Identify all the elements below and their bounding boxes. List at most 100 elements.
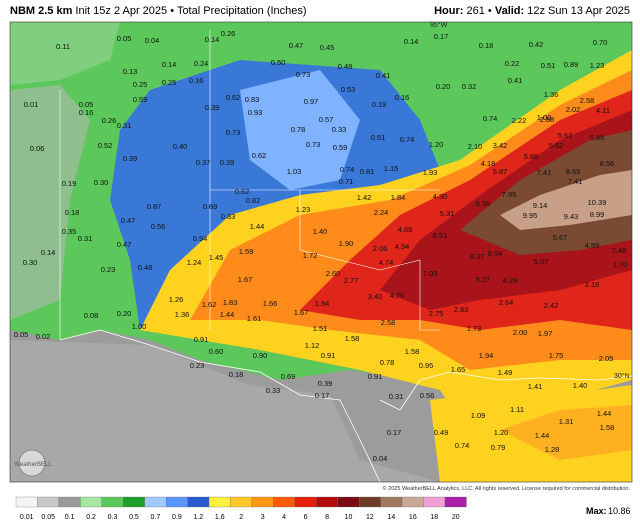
value-label: 1.66 (263, 299, 278, 308)
value-label: 0.95 (419, 361, 434, 370)
legend-swatch (144, 496, 167, 508)
value-label: 0.14 (162, 60, 177, 69)
legend-label: 0.3 (108, 514, 118, 521)
legend-swatch (58, 496, 81, 508)
value-label: 3.40 (368, 292, 383, 301)
value-label: 0.74 (340, 165, 355, 174)
value-label: 4.66 (398, 225, 413, 234)
value-label: 2.58 (381, 318, 396, 327)
value-label: 0.52 (98, 141, 113, 150)
value-label: 1.36 (544, 90, 559, 99)
value-label: 0.18 (229, 370, 244, 379)
value-label: 4.30 (433, 192, 448, 201)
value-label: 0.71 (339, 177, 354, 186)
value-label: 0.97 (304, 97, 319, 106)
value-label: 2.48 (612, 246, 627, 255)
coastline (379, 371, 632, 411)
value-label: 1.20 (494, 428, 509, 437)
value-label: 0.02 (36, 332, 51, 341)
value-label: 1.11 (510, 405, 524, 414)
value-label: 0.23 (190, 361, 205, 370)
value-label: 2.88 (540, 115, 555, 124)
value-label: 6.51 (433, 231, 448, 240)
value-label: 0.48 (138, 263, 153, 272)
value-label: 0.62 (252, 151, 267, 160)
value-label: 0.47 (121, 216, 136, 225)
value-label: 0.81 (360, 167, 375, 176)
value-label: 8.37 (470, 252, 485, 261)
value-label: 0.24 (194, 59, 209, 68)
legend-label: 0.05 (41, 514, 55, 521)
value-label: 0.83 (245, 95, 260, 104)
value-label: 4.94 (395, 242, 410, 251)
legend-label: 0.9 (172, 514, 182, 521)
value-label: 0.60 (209, 347, 224, 356)
value-label: 7.41 (568, 177, 583, 186)
value-labels: 0.110.05 0.04 0.140.260.47 0.450.140.170.18… (14, 29, 628, 463)
value-label: 1.70 (613, 260, 628, 269)
value-label: 1.67 (294, 308, 309, 317)
header-left: NBM 2.5 km Init 15z 2 Apr 2025 • Total P… (10, 5, 307, 17)
value-label: 0.57 (319, 115, 334, 124)
value-label: 1.26 (169, 295, 184, 304)
value-label: 2.18 (585, 280, 600, 289)
value-label: 5.07 (534, 257, 549, 266)
value-label: 0.39 (220, 158, 235, 167)
value-label: 1.03 (287, 167, 302, 176)
value-label: 1.24 (187, 258, 202, 267)
value-label: 0.78 (291, 125, 306, 134)
value-label: 0.83 (221, 212, 236, 221)
max-label: Max: (586, 506, 607, 516)
value-label: 5.86 (524, 152, 539, 161)
value-label: 1.40 (573, 381, 588, 390)
copyright: © 2025 WeatherBELL Analytics, LLC. All r… (383, 485, 631, 492)
legend-swatch (337, 496, 360, 508)
value-label: 7.41 (537, 168, 552, 177)
value-label: 0.59 (133, 95, 148, 104)
value-label: 0.69 (281, 372, 296, 381)
value-label: 8.99 (590, 210, 605, 219)
value-label: 2.24 (374, 208, 389, 217)
legend-label: 2 (239, 514, 243, 521)
legend-swatch (80, 496, 102, 508)
legend-swatch (101, 496, 124, 508)
value-label: 0.17 (434, 32, 449, 41)
area-green2 (10, 22, 120, 85)
legend-swatch (251, 496, 274, 508)
value-label: 6.50 (476, 199, 491, 208)
value-label: 0.01 (24, 100, 39, 109)
value-label: 0.30 (23, 258, 38, 267)
value-label: 0.41 (508, 76, 523, 85)
value-label: 2.10 (468, 142, 483, 151)
value-label: 0.04 (145, 36, 160, 45)
legend-label: 14 (387, 514, 395, 521)
value-label: 0.73 (296, 70, 311, 79)
value-label: 0.59 (333, 143, 348, 152)
value-label: 2.06 (373, 244, 388, 253)
value-label: 1.41 (528, 382, 543, 391)
init: Init 15z 2 Apr 2025 (75, 5, 168, 17)
value-label: 0.33 (266, 386, 281, 395)
legend-label: 0.1 (65, 514, 75, 521)
value-label: 0.56 (420, 391, 435, 400)
value-label: 0.79 (491, 443, 506, 452)
legend-swatch (423, 496, 446, 508)
value-label: 8.54 (488, 249, 503, 258)
value-label: 4.28 (503, 276, 518, 285)
value-label: 2.60 (326, 269, 341, 278)
area-gray-south (10, 340, 440, 482)
value-label: 0.78 (380, 358, 395, 367)
value-label: 0.51 (541, 61, 556, 70)
product: Total Precipitation (Inches) (176, 5, 307, 17)
header-right: Hour: 261 • Valid: 12z Sun 13 Apr 2025 (434, 5, 630, 17)
value-label: 0.14 (41, 248, 56, 257)
value-label: 5.87 (493, 167, 508, 176)
value-label: 0.16 (189, 76, 204, 85)
value-label: 1.93 (423, 168, 438, 177)
legend-swatch (294, 496, 317, 508)
value-label: 1.36 (175, 310, 190, 319)
value-label: 1.28 (545, 445, 560, 454)
value-label: 9.14 (533, 201, 548, 210)
value-label: 0.16 (79, 108, 94, 117)
